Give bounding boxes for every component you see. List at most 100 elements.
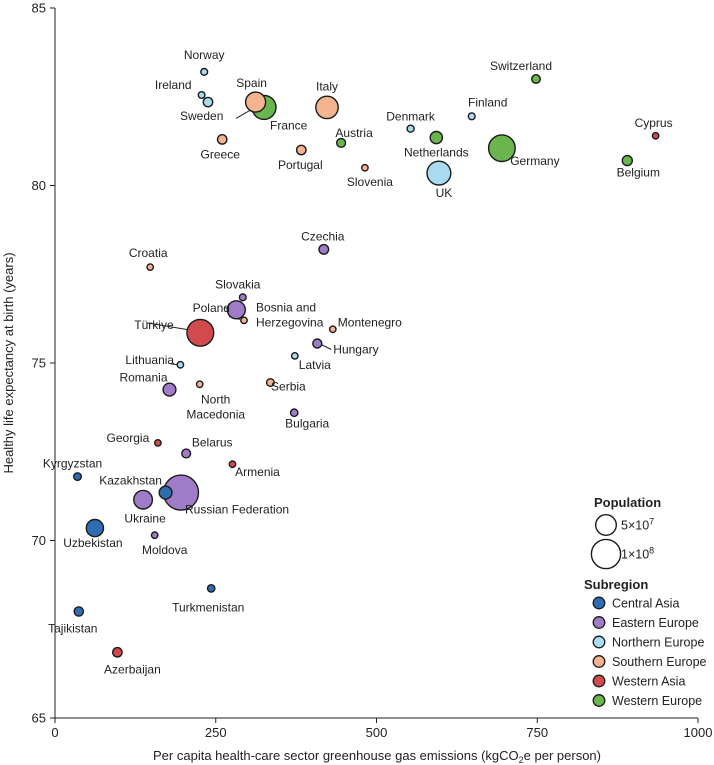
label-azerbaijan: Azerbaijan [104, 662, 161, 676]
point-poland [226, 300, 247, 320]
label-georgia: Georgia [107, 431, 150, 445]
label-norway: Norway [184, 48, 225, 62]
point-labels: Norway Ireland Sweden Spain France Italy Switz… [43, 48, 673, 676]
point-latvia [290, 351, 299, 360]
label-belarus: Belarus [192, 436, 233, 450]
point-sweden [202, 96, 214, 108]
legend-swatch-central-asia [592, 596, 606, 610]
label-czechia: Czechia [301, 229, 345, 243]
point-belgium [621, 154, 633, 167]
point-serbia [265, 378, 275, 388]
label-italy: Italy [316, 79, 338, 93]
legend-size-circle [595, 514, 618, 537]
point-switzerland [531, 73, 542, 84]
point-north-macedonia [195, 380, 204, 389]
y-tick-label: 70 [32, 533, 46, 548]
label-serbia: Serbia [271, 380, 306, 394]
point-romania [162, 382, 177, 397]
label-uk: UK [436, 186, 453, 200]
label-switzerland: Switzerland [490, 59, 552, 73]
point-hungary [312, 338, 323, 349]
legend-size-label: 1×108 [621, 546, 654, 562]
legend-label-western-europe: Western Europe [612, 694, 702, 708]
label-greece: Greece [201, 147, 241, 161]
y-tick-label: 80 [32, 178, 46, 193]
point-azerbaijan [112, 646, 123, 658]
point-slovenia [360, 163, 369, 172]
label-bosnia-and-herzegovina: Bosnia and Herzegovina [256, 300, 324, 329]
label-netherlands: Netherlands [404, 146, 469, 160]
label-cyprus: Cyprus [635, 116, 673, 130]
point-slovakia [238, 293, 247, 302]
x-axis-label: Per capita health-care sector greenhouse… [153, 748, 601, 765]
label-poland: Poland [193, 301, 230, 315]
legend-swatch-western-asia [592, 674, 606, 688]
point-armenia [228, 460, 237, 469]
label-hungary: Hungary [333, 343, 378, 357]
leader-hungary [321, 344, 332, 350]
legend-swatch-northern-europe [592, 635, 606, 649]
legend-size-circle [590, 538, 622, 570]
label-romania: Romania [119, 371, 167, 385]
label-portugal: Portugal [278, 158, 323, 172]
y-tick-label: 75 [32, 356, 46, 371]
point-ukraine [133, 489, 154, 510]
legend-label-western-asia: Western Asia [612, 675, 685, 689]
label-belgium: Belgium [617, 166, 660, 180]
legend-label-central-asia: Central Asia [612, 597, 679, 611]
point-uk [426, 160, 452, 186]
x-tick-label: 0 [51, 725, 58, 740]
label-lithuania: Lithuania [125, 353, 174, 367]
data-points [72, 67, 660, 658]
point-bulgaria [289, 408, 299, 418]
label-france: France [270, 118, 308, 132]
point-uzbekistan [85, 518, 105, 538]
leader-t-rkiye [146, 322, 189, 331]
point-czechia [318, 243, 330, 255]
point-germany [487, 134, 516, 163]
label-finland: Finland [468, 95, 507, 109]
point-moldova [150, 531, 159, 540]
y-tick-label: 85 [32, 1, 46, 16]
label-ukraine: Ukraine [124, 512, 166, 526]
label-tajikistan: Tajikistan [48, 622, 97, 636]
point-ireland [197, 90, 206, 99]
label-bulgaria: Bulgaria [285, 417, 329, 431]
point-belarus [181, 448, 192, 459]
point-austria [336, 137, 347, 149]
point-bosnia-and-herzegovina [240, 316, 248, 325]
label-turkmenistan: Turkmenistan [172, 600, 244, 614]
label-kyrgyzstan: Kyrgyzstan [43, 457, 102, 471]
point-kyrgyzstan [72, 472, 82, 482]
legend-swatch-eastern-europe [592, 616, 606, 629]
x-tick-label: 750 [526, 725, 548, 740]
label-montenegro: Montenegro [338, 315, 402, 329]
point-turkmenistan [206, 584, 216, 593]
point-tajikistan [73, 606, 85, 617]
label-armenia: Armenia [235, 465, 280, 479]
label-latvia: Latvia [299, 358, 331, 372]
x-tick-label: 250 [205, 725, 227, 740]
legend-subregion-title: Subregion [584, 577, 648, 592]
point-kazakhstan [158, 485, 173, 500]
label-germany: Germany [510, 154, 559, 168]
point-finland [467, 112, 476, 121]
legend-size-label: 5×107 [621, 517, 654, 533]
point-t-rkiye [186, 318, 215, 347]
label-denmark: Denmark [386, 110, 436, 124]
label-ireland: Ireland [155, 78, 192, 92]
point-portugal [295, 144, 307, 156]
point-netherlands [429, 130, 444, 145]
legend-label-eastern-europe: Eastern Europe [612, 616, 699, 630]
leader-lithuania [170, 363, 178, 366]
label-uzbekistan: Uzbekistan [63, 536, 122, 550]
x-tick-label: 500 [366, 725, 388, 740]
legend: Population 5×107 1×108 Subregion Central … [584, 495, 707, 708]
label-spain: Spain [236, 76, 267, 90]
legend-swatch-southern-europe [592, 655, 606, 668]
point-spain [244, 91, 267, 113]
point-norway [200, 67, 209, 77]
label-north-macedonia: North Macedonia [186, 392, 245, 421]
label-austria: Austria [335, 126, 373, 140]
